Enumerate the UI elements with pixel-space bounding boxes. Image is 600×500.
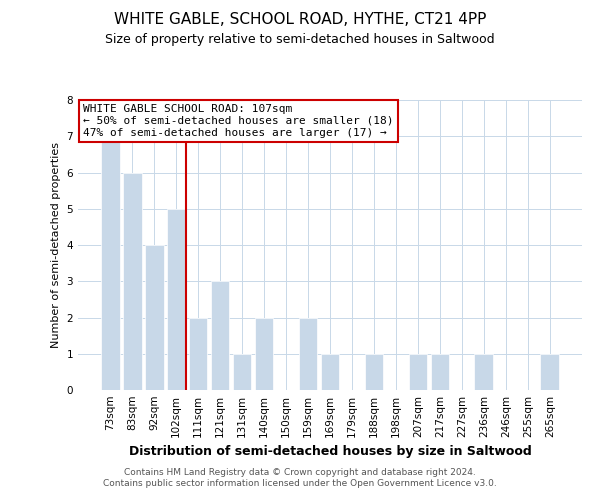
- Bar: [365, 354, 383, 390]
- Bar: [189, 318, 208, 390]
- Bar: [541, 354, 559, 390]
- Bar: [255, 318, 274, 390]
- Bar: [320, 354, 340, 390]
- Bar: [299, 318, 317, 390]
- Y-axis label: Number of semi-detached properties: Number of semi-detached properties: [51, 142, 61, 348]
- Text: WHITE GABLE SCHOOL ROAD: 107sqm
← 50% of semi-detached houses are smaller (18)
4: WHITE GABLE SCHOOL ROAD: 107sqm ← 50% of…: [83, 104, 394, 138]
- X-axis label: Distribution of semi-detached houses by size in Saltwood: Distribution of semi-detached houses by …: [128, 446, 532, 458]
- Bar: [409, 354, 427, 390]
- Text: WHITE GABLE, SCHOOL ROAD, HYTHE, CT21 4PP: WHITE GABLE, SCHOOL ROAD, HYTHE, CT21 4P…: [114, 12, 486, 28]
- Bar: [431, 354, 449, 390]
- Text: Size of property relative to semi-detached houses in Saltwood: Size of property relative to semi-detach…: [105, 32, 495, 46]
- Bar: [101, 136, 119, 390]
- Bar: [167, 209, 185, 390]
- Bar: [145, 245, 164, 390]
- Bar: [233, 354, 251, 390]
- Bar: [123, 172, 142, 390]
- Bar: [475, 354, 493, 390]
- Bar: [211, 281, 229, 390]
- Text: Contains HM Land Registry data © Crown copyright and database right 2024.
Contai: Contains HM Land Registry data © Crown c…: [103, 468, 497, 487]
